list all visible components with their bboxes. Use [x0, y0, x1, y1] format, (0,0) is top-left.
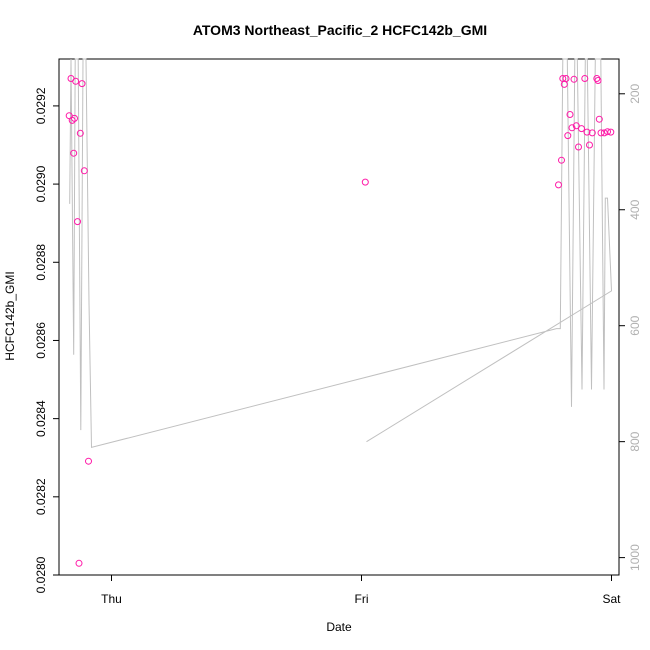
- data-point: [568, 124, 576, 132]
- right-tick-label: 800: [628, 431, 642, 451]
- data-point: [581, 75, 589, 82]
- pressure-polyline: [69, 58, 613, 449]
- data-point: [570, 75, 578, 83]
- right-tick-label: 400: [628, 199, 642, 219]
- data-point: [70, 149, 78, 157]
- y-tick-label: 0.0280: [34, 556, 48, 593]
- y-tick-label: 0.0286: [34, 322, 48, 359]
- data-point: [600, 129, 608, 137]
- data-point: [566, 111, 574, 118]
- y-axis: 0.0280 0.0282 0.0284 0.0286 0.0288 0.0290 0.02…: [34, 87, 60, 593]
- data-point: [75, 559, 83, 567]
- y-tick-label: 0.0282: [34, 478, 48, 515]
- data-point: [80, 167, 88, 175]
- data-point: [604, 128, 611, 136]
- y-tick-label: 0.0288: [34, 244, 48, 281]
- data-point: [586, 141, 593, 149]
- data-point: [68, 116, 76, 124]
- x-axis-label: Date: [326, 620, 352, 634]
- chart-title: ATOM3 Northeast_Pacific_2 HCFC142b_GMI: [193, 22, 487, 38]
- right-axis: 200 400 600 800 1000: [618, 83, 642, 571]
- x-axis: Thu Fri Sat: [101, 574, 621, 606]
- plot-frame: [58, 58, 620, 576]
- x-tick-label: Sat: [602, 592, 621, 606]
- data-point: [76, 129, 84, 137]
- data-point: [555, 181, 562, 189]
- data-point: [558, 156, 565, 164]
- data-point: [597, 129, 605, 137]
- data-point: [607, 128, 615, 136]
- data-point: [594, 77, 602, 84]
- data-point: [361, 178, 369, 186]
- y-tick-label: 0.0290: [34, 165, 48, 202]
- data-point: [562, 75, 570, 82]
- data-point: [583, 128, 591, 136]
- data-point: [71, 114, 78, 122]
- data-point: [564, 132, 572, 140]
- data-point: [575, 143, 582, 151]
- right-tick-label: 1000: [628, 544, 642, 571]
- data-point: [85, 457, 92, 465]
- data-point: [578, 125, 585, 133]
- data-point: [572, 122, 580, 130]
- y-axis-label: HCFC142b_GMI: [3, 271, 17, 360]
- x-tick-label: Fri: [355, 592, 369, 606]
- data-point: [595, 115, 603, 123]
- data-point: [74, 218, 81, 226]
- data-point: [72, 77, 80, 85]
- x-tick-label: Thu: [101, 592, 122, 606]
- pressure-line: [69, 58, 613, 449]
- y-tick-label: 0.0284: [34, 400, 48, 437]
- y-tick-label: 0.0292: [34, 87, 48, 124]
- data-point: [78, 80, 86, 88]
- right-tick-label: 600: [628, 315, 642, 335]
- data-points: [65, 75, 615, 567]
- right-tick-label: 200: [628, 83, 642, 103]
- data-point: [588, 129, 596, 137]
